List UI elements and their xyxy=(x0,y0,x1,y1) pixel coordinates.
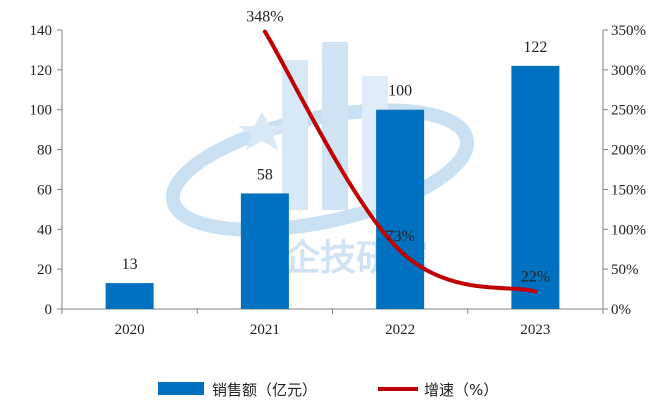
axes: 0 20 40 60 80 100 120 140 0% 50% 100% 150% 200% 250% 3… xyxy=(30,23,647,338)
bar-value-label: 100 xyxy=(388,83,412,100)
right-tick-label: 150% xyxy=(611,182,646,198)
growth-value-label: 348% xyxy=(246,9,283,26)
growth-line xyxy=(262,29,538,294)
right-tick-label: 250% xyxy=(611,103,646,119)
bar-value-label: 13 xyxy=(122,256,138,273)
bar xyxy=(240,193,289,309)
legend-bar-swatch xyxy=(158,382,204,395)
right-tick-label: 100% xyxy=(611,222,646,238)
x-tick-label: 2023 xyxy=(520,322,550,338)
legend-line-label: 增速（%） xyxy=(424,381,498,399)
right-tick-label: 50% xyxy=(611,262,639,278)
left-tick-label: 0 xyxy=(45,302,53,318)
bar-value-label: 122 xyxy=(523,39,547,56)
watermark-logo: 深企技研究 xyxy=(165,42,475,279)
left-tick-label: 140 xyxy=(30,23,53,39)
x-tick-label: 2021 xyxy=(250,322,280,338)
legend-bar-label: 销售额（亿元） xyxy=(212,381,317,399)
left-tick-label: 120 xyxy=(30,63,53,79)
right-tick-label: 0% xyxy=(611,302,631,318)
watermark-bar xyxy=(322,42,348,210)
x-tick-label: 2022 xyxy=(385,322,415,338)
x-tick-label: 2020 xyxy=(115,322,145,338)
growth-value-label: 22% xyxy=(521,268,550,285)
data-labels: 13 58 100 122 348% 73% 22% xyxy=(122,9,550,286)
left-tick-label: 80 xyxy=(37,143,52,159)
left-tick-label: 20 xyxy=(37,262,52,278)
growth-value-label: 73% xyxy=(385,228,414,245)
bar-series xyxy=(105,65,560,309)
right-tick-label: 200% xyxy=(611,143,646,159)
right-tick-label: 350% xyxy=(611,23,646,39)
watermark-star xyxy=(238,112,286,150)
bar-value-label: 58 xyxy=(257,166,273,183)
watermark-swoosh xyxy=(165,103,475,237)
bar xyxy=(376,109,425,309)
left-tick-label: 60 xyxy=(37,182,52,198)
right-tick-label: 300% xyxy=(611,63,646,79)
left-tick-label: 40 xyxy=(37,222,52,238)
bar xyxy=(511,65,560,309)
legend: 销售额（亿元） 增速（%） xyxy=(158,381,498,399)
line-series xyxy=(262,29,538,294)
left-tick-label: 100 xyxy=(30,103,53,119)
bar xyxy=(105,283,154,309)
